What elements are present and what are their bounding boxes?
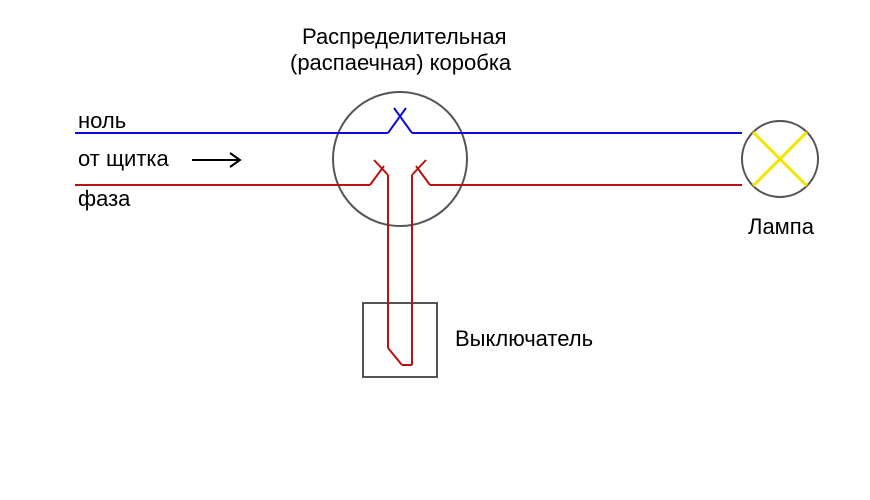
junction-box-label-line2: (распаечная) коробка — [290, 50, 512, 75]
lamp-label: Лампа — [748, 214, 815, 239]
junction-box-label-line1: Распределительная — [302, 24, 506, 49]
phase-splice-switch-out — [412, 160, 426, 175]
switch-box — [363, 303, 437, 377]
switch-contact — [388, 348, 402, 365]
switch-label: Выключатель — [455, 326, 593, 351]
neutral-label: ноль — [78, 108, 126, 133]
junction-box — [333, 92, 467, 226]
from-panel-label: от щитка — [78, 146, 170, 171]
phase-splice-switch-in — [374, 160, 388, 175]
phase-splice-out — [416, 166, 430, 185]
phase-label: фаза — [78, 186, 131, 211]
